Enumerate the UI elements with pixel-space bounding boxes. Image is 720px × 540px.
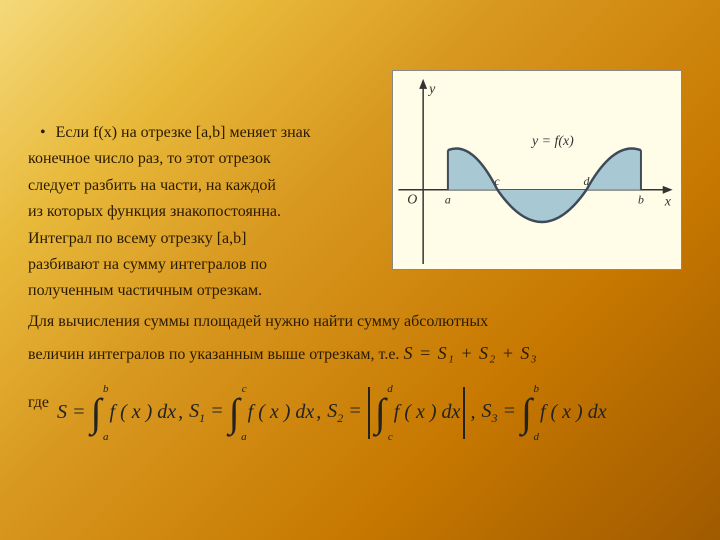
svg-text:y: y xyxy=(427,81,436,96)
sum-formula: S = S₁ + S₂ + S₃ xyxy=(403,343,537,363)
text-line-2: конечное число раз, то этот отрезок xyxy=(28,146,408,172)
text-line-8: Для вычисления суммы площадей нужно найт… xyxy=(28,309,692,335)
integral-formula: S = ∫baf ( x ) dx, S1 = ∫caf ( x ) dx, S… xyxy=(57,387,607,439)
svg-text:y = f(x): y = f(x) xyxy=(530,133,574,149)
svg-text:b: b xyxy=(638,193,644,207)
svg-text:d: d xyxy=(584,174,590,188)
text-line-9a: величин интегралов по указанным выше отр… xyxy=(28,346,399,363)
text-line-9: величин интегралов по указанным выше отр… xyxy=(28,339,692,369)
text-line-4: из которых функция знакопостоянна. xyxy=(28,199,408,225)
svg-text:a: a xyxy=(445,193,451,207)
function-graph: y x Oy = f(x) a c d b xyxy=(392,70,682,270)
text-line-3: следует разбить на части, на каждой xyxy=(28,173,408,199)
bullet-line: Если f(x) на отрезке [a,b] меняет знак xyxy=(56,120,311,146)
text-line-6: разбивают на сумму интегралов по xyxy=(28,252,408,278)
gde-label: где xyxy=(28,394,49,412)
svg-text:c: c xyxy=(494,174,500,188)
text-line-5: Интеграл по всему отрезку [a,b] xyxy=(28,226,408,252)
text-line-7: полученным частичным отрезкам. xyxy=(28,278,408,304)
svg-text:x: x xyxy=(664,194,672,209)
svg-text:O: O xyxy=(407,192,417,207)
